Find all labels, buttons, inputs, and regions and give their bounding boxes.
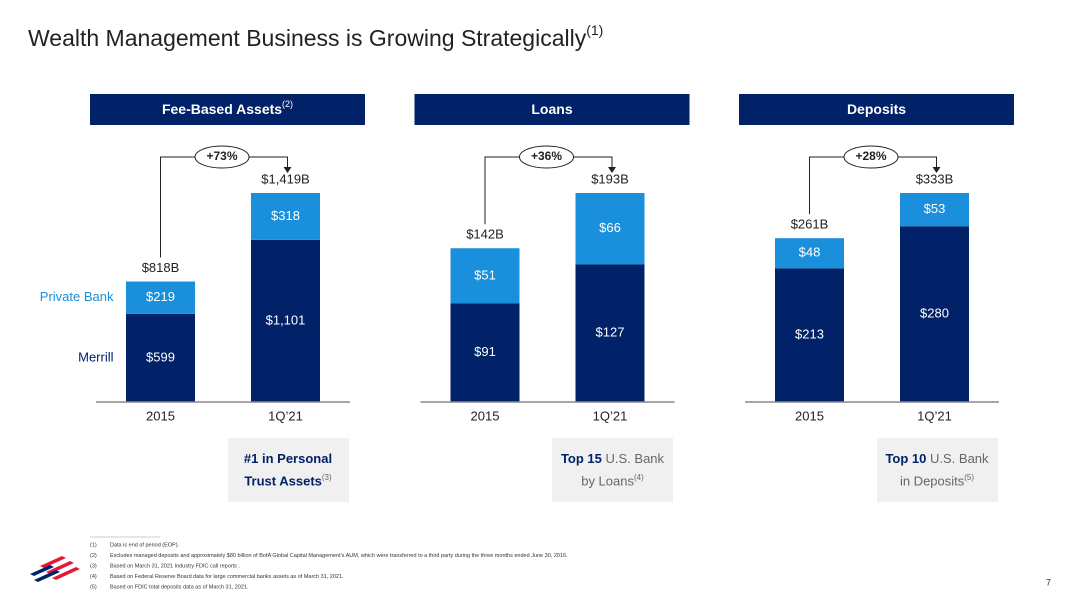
callout-strong: Top 15	[560, 451, 602, 467]
bar-segment	[900, 226, 969, 402]
x-tick-label: 2015	[471, 408, 500, 423]
panel-header	[414, 94, 690, 125]
panel-title-text: Loans	[531, 101, 572, 117]
bar-segment	[450, 248, 520, 304]
total-label: $193B	[591, 171, 629, 186]
bar-segment	[251, 239, 320, 402]
total-label: $333B	[916, 171, 954, 186]
footnote-marker: (2)	[90, 553, 97, 559]
bar-segment	[575, 193, 645, 265]
value-label: $219	[146, 289, 175, 304]
value-label: $48	[799, 245, 821, 260]
bar-segment	[575, 264, 645, 402]
footnote-marker: (5)	[90, 584, 97, 590]
footnote-text: Data is end of period (EOP).	[110, 542, 180, 548]
x-tick-label: 1Q’21	[268, 408, 303, 423]
value-label: $599	[146, 349, 175, 364]
value-label: $1,101	[266, 312, 306, 327]
callout-note: (5)	[964, 473, 975, 483]
change-label: +28%	[855, 149, 886, 163]
value-label: $51	[474, 267, 496, 282]
title-text: Wealth Management Business is Growing St…	[28, 25, 587, 51]
callout-body: U.S. Bank in Deposits	[899, 451, 989, 489]
callout: #1 in Personal Trust Assets(3)	[227, 438, 349, 502]
total-label: $261B	[791, 217, 829, 232]
arrow-head	[283, 167, 292, 173]
bar-segment	[251, 193, 320, 240]
panel-title: Loans	[531, 101, 572, 117]
bar-segment	[775, 268, 844, 402]
callout-body: U.S. Bank by Loans	[581, 451, 665, 489]
change-label: +73%	[206, 149, 237, 163]
bar-segment	[775, 238, 844, 269]
change-badge	[843, 145, 899, 169]
panel-title-text: Deposits	[847, 101, 906, 117]
change-badge	[519, 145, 574, 169]
panel-header	[739, 94, 1014, 125]
x-tick-label: 2015	[795, 408, 824, 423]
value-label: $318	[271, 208, 300, 223]
panel-title-text: Fee-Based Assets	[162, 101, 282, 117]
callout-note: (3)	[321, 473, 332, 483]
value-label: $213	[795, 327, 824, 342]
footnote-text: Based on March 31, 2021 Industry FDIC ca…	[110, 563, 240, 569]
bar-segment	[450, 303, 520, 402]
callout-text: Top 10 U.S. Bank in Deposits(5)	[885, 449, 990, 490]
callout-text: #1 in Personal Trust Assets(3)	[236, 449, 341, 490]
value-label: $127	[596, 325, 625, 340]
panel-title: Fee-Based Assets(2)	[162, 99, 293, 116]
footnote-text: Based on FDIC total deposits data as of …	[110, 584, 249, 590]
footnote-marker: (3)	[90, 563, 97, 569]
logo	[30, 556, 80, 582]
callout-strong: #1 in Personal Trust Assets	[243, 451, 333, 489]
bar-segment	[126, 281, 195, 314]
value-label: $280	[920, 306, 949, 321]
value-label: $91	[474, 344, 496, 359]
value-label: $66	[599, 220, 621, 235]
panel-title-note: (2)	[282, 99, 293, 109]
footnote-marker: (4)	[90, 574, 97, 580]
legend-label: Private Bank	[40, 289, 114, 304]
bar-segment	[126, 313, 195, 402]
callout-text: Top 15 U.S. Bank by Loans(4)	[560, 449, 665, 490]
title-note: (1)	[586, 22, 603, 38]
panel-header	[90, 94, 365, 125]
total-label: $142B	[466, 227, 504, 242]
change-label: +36%	[531, 149, 562, 163]
slide-title: Wealth Management Business is Growing St…	[28, 22, 603, 51]
callout-note: (4)	[633, 473, 644, 483]
total-label: $1,419B	[261, 171, 309, 186]
total-label: $818B	[142, 260, 180, 275]
x-tick-label: 2015	[146, 408, 175, 423]
footnote-text: Excludes managed deposits and approximat…	[110, 553, 568, 559]
panel-title: Deposits	[847, 101, 906, 117]
footnote-text: Based on Federal Reserve Board data for …	[110, 574, 344, 580]
x-tick-label: 1Q’21	[917, 408, 952, 423]
footnote-marker: (1)	[90, 542, 97, 548]
callout-strong: Top 10	[885, 451, 927, 467]
page-number: 7	[1046, 577, 1051, 587]
value-label: $53	[924, 201, 946, 216]
change-badge	[194, 145, 250, 169]
x-tick-label: 1Q’21	[593, 408, 628, 423]
arrow-head	[608, 167, 616, 173]
legend-label: Merrill	[78, 349, 113, 364]
arrow-head	[932, 167, 941, 173]
callout: Top 10 U.S. Bank in Deposits(5)	[876, 438, 998, 502]
bar-segment	[900, 193, 969, 227]
callout: Top 15 U.S. Bank by Loans(4)	[552, 438, 673, 502]
